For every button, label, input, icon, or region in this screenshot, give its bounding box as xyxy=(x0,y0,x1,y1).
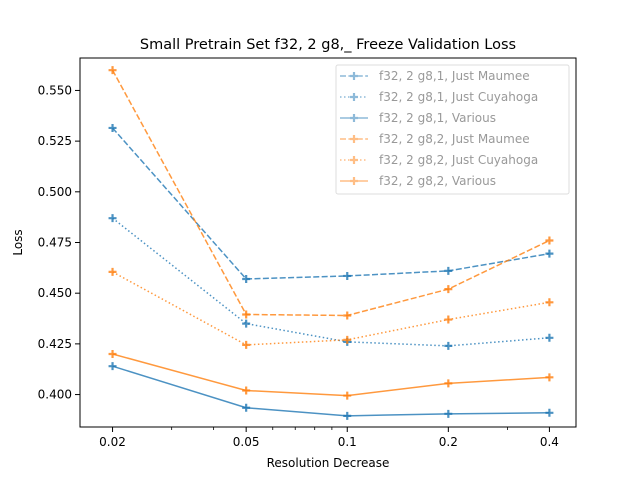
data-point xyxy=(545,249,554,258)
plot-area xyxy=(108,66,554,420)
data-point xyxy=(545,333,554,342)
series-line xyxy=(112,217,550,347)
data-point xyxy=(343,335,352,344)
y-axis: 0.400 0.425 0.450 0.475 0.500 0.525 0.550 xyxy=(38,83,80,402)
y-tick-label: 0.500 xyxy=(38,185,72,199)
legend-label: f32, 2 g8,2, Just Cuyahoga xyxy=(379,153,538,167)
legend-label: f32, 2 g8,1, Just Maumee xyxy=(379,69,530,83)
x-tick-label: 0.2 xyxy=(439,435,458,449)
legend-marker xyxy=(350,135,358,143)
y-axis-label: Loss xyxy=(11,229,25,255)
x-tick-label: 0.02 xyxy=(99,435,126,449)
series-1 xyxy=(108,123,554,283)
legend-entry xyxy=(340,135,368,143)
legend-label: f32, 2 g8,2, Various xyxy=(379,174,496,188)
series-2 xyxy=(108,214,554,350)
series-4 xyxy=(108,66,554,320)
data-point xyxy=(444,285,453,294)
x-tick-label: 0.05 xyxy=(233,435,260,449)
data-point xyxy=(343,411,352,420)
data-point xyxy=(242,274,251,283)
data-point xyxy=(242,386,251,395)
data-point xyxy=(242,340,251,349)
series-line xyxy=(112,271,550,346)
series-5 xyxy=(108,267,554,349)
y-tick-label: 0.400 xyxy=(38,388,72,402)
legend-label: f32, 2 g8,1, Various xyxy=(379,111,496,125)
legend-entry xyxy=(340,156,368,164)
y-tick-label: 0.550 xyxy=(38,83,72,97)
data-point xyxy=(444,409,453,418)
data-point xyxy=(343,271,352,280)
data-point xyxy=(108,214,117,223)
series-3 xyxy=(108,362,554,420)
legend-entry xyxy=(340,114,368,122)
data-point xyxy=(108,66,117,75)
legend-label: f32, 2 g8,1, Just Cuyahoga xyxy=(379,90,538,104)
x-tick-label: 0.1 xyxy=(338,435,357,449)
legend-entry xyxy=(340,93,368,101)
legend-marker xyxy=(350,72,358,80)
data-point xyxy=(545,408,554,417)
data-point xyxy=(545,298,554,307)
x-axis: 0.02 0.05 0.1 0.2 0.4 xyxy=(99,427,559,449)
legend-entry xyxy=(340,177,368,185)
data-point xyxy=(444,379,453,388)
y-tick-label: 0.450 xyxy=(38,286,72,300)
data-point xyxy=(444,266,453,275)
y-tick-label: 0.425 xyxy=(38,337,72,351)
y-tick-label: 0.475 xyxy=(38,236,72,250)
data-point xyxy=(444,315,453,324)
series-6 xyxy=(108,350,554,400)
data-point xyxy=(343,311,352,320)
data-point xyxy=(444,341,453,350)
data-point xyxy=(545,373,554,382)
legend-marker xyxy=(350,93,358,101)
data-point xyxy=(108,267,117,276)
data-point xyxy=(242,310,251,319)
data-point xyxy=(242,319,251,328)
legend-marker xyxy=(350,114,358,122)
x-axis-label: Resolution Decrease xyxy=(267,456,390,470)
legend: f32, 2 g8,1, Just Maumee f32, 2 g8,1, Jus… xyxy=(335,64,570,195)
data-point xyxy=(242,403,251,412)
series-line xyxy=(112,365,550,417)
legend-entry xyxy=(340,72,368,80)
legend-marker xyxy=(350,177,358,185)
data-point xyxy=(108,350,117,359)
y-tick-label: 0.525 xyxy=(38,134,72,148)
chart-title: Small Pretrain Set f32, 2 g8,_ Freeze Va… xyxy=(140,37,516,53)
data-point xyxy=(108,123,117,132)
data-point xyxy=(343,391,352,400)
data-point xyxy=(108,362,117,371)
legend-box xyxy=(335,64,570,195)
series-line xyxy=(112,353,550,397)
data-point xyxy=(545,236,554,245)
x-tick-label: 0.4 xyxy=(540,435,559,449)
legend-label: f32, 2 g8,2, Just Maumee xyxy=(379,132,530,146)
legend-marker xyxy=(350,156,358,164)
